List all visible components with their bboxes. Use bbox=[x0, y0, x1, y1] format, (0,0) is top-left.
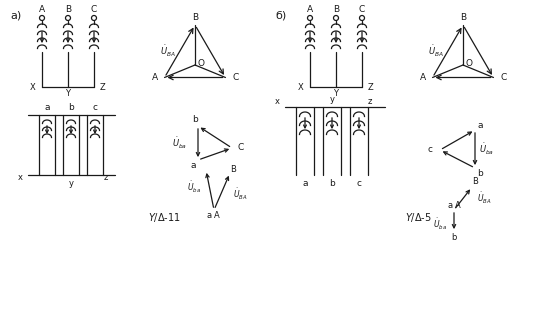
Text: $\dot{U}_{BA}$: $\dot{U}_{BA}$ bbox=[233, 187, 247, 202]
Text: B: B bbox=[230, 164, 236, 174]
Text: $\dot{U}_{ba}$: $\dot{U}_{ba}$ bbox=[433, 216, 447, 232]
Text: a: a bbox=[477, 121, 483, 129]
Text: y: y bbox=[330, 95, 334, 104]
Text: Y: Y bbox=[66, 90, 71, 98]
Text: b: b bbox=[192, 114, 198, 124]
Text: a): a) bbox=[10, 10, 21, 20]
Text: A: A bbox=[39, 6, 45, 14]
Text: z: z bbox=[104, 173, 109, 181]
Text: b: b bbox=[68, 102, 74, 112]
Text: A: A bbox=[455, 201, 461, 211]
Text: $\dot{U}_{BA}$: $\dot{U}_{BA}$ bbox=[160, 43, 176, 59]
Text: z: z bbox=[368, 97, 372, 107]
Text: $\dot{U}_{ba}$: $\dot{U}_{ba}$ bbox=[479, 141, 495, 157]
Text: O: O bbox=[198, 59, 205, 67]
Text: A: A bbox=[419, 73, 426, 82]
Text: $\dot{U}_{BA}$: $\dot{U}_{BA}$ bbox=[428, 43, 444, 59]
Text: b: b bbox=[329, 179, 335, 187]
Text: c: c bbox=[92, 102, 98, 112]
Text: X: X bbox=[29, 83, 35, 93]
Text: C: C bbox=[238, 144, 244, 152]
Text: $\dot{U}_{ba}$: $\dot{U}_{ba}$ bbox=[173, 135, 187, 151]
Text: B: B bbox=[65, 6, 71, 14]
Text: B: B bbox=[472, 178, 478, 186]
Text: a: a bbox=[302, 179, 308, 187]
Text: $\dot{U}_{BA}$: $\dot{U}_{BA}$ bbox=[477, 191, 491, 206]
Text: c: c bbox=[428, 146, 433, 154]
Text: a: a bbox=[206, 212, 212, 220]
Text: $Y/\Delta$-5: $Y/\Delta$-5 bbox=[405, 212, 432, 225]
Text: Z: Z bbox=[100, 83, 106, 93]
Text: A: A bbox=[307, 6, 313, 14]
Text: C: C bbox=[359, 6, 365, 14]
Text: C: C bbox=[232, 73, 239, 82]
Text: y: y bbox=[68, 179, 73, 187]
Text: X: X bbox=[297, 83, 303, 93]
Text: x: x bbox=[18, 173, 23, 181]
Text: Y: Y bbox=[333, 90, 338, 98]
Text: B: B bbox=[333, 6, 339, 14]
Text: б): б) bbox=[275, 10, 286, 20]
Text: B: B bbox=[460, 12, 466, 22]
Text: b: b bbox=[477, 168, 483, 178]
Text: b: b bbox=[451, 233, 457, 243]
Text: Z: Z bbox=[368, 83, 374, 93]
Text: $Y/\Delta$-11: $Y/\Delta$-11 bbox=[148, 212, 181, 225]
Text: O: O bbox=[465, 59, 472, 67]
Text: A: A bbox=[151, 73, 157, 82]
Text: a: a bbox=[44, 102, 50, 112]
Text: B: B bbox=[192, 12, 198, 22]
Text: c: c bbox=[357, 179, 362, 187]
Text: C: C bbox=[91, 6, 97, 14]
Text: C: C bbox=[501, 73, 507, 82]
Text: $\dot{U}_{ba}$: $\dot{U}_{ba}$ bbox=[187, 179, 201, 195]
Text: A: A bbox=[214, 212, 220, 220]
Text: a: a bbox=[190, 162, 195, 170]
Text: a: a bbox=[447, 201, 452, 211]
Text: x: x bbox=[275, 97, 280, 107]
